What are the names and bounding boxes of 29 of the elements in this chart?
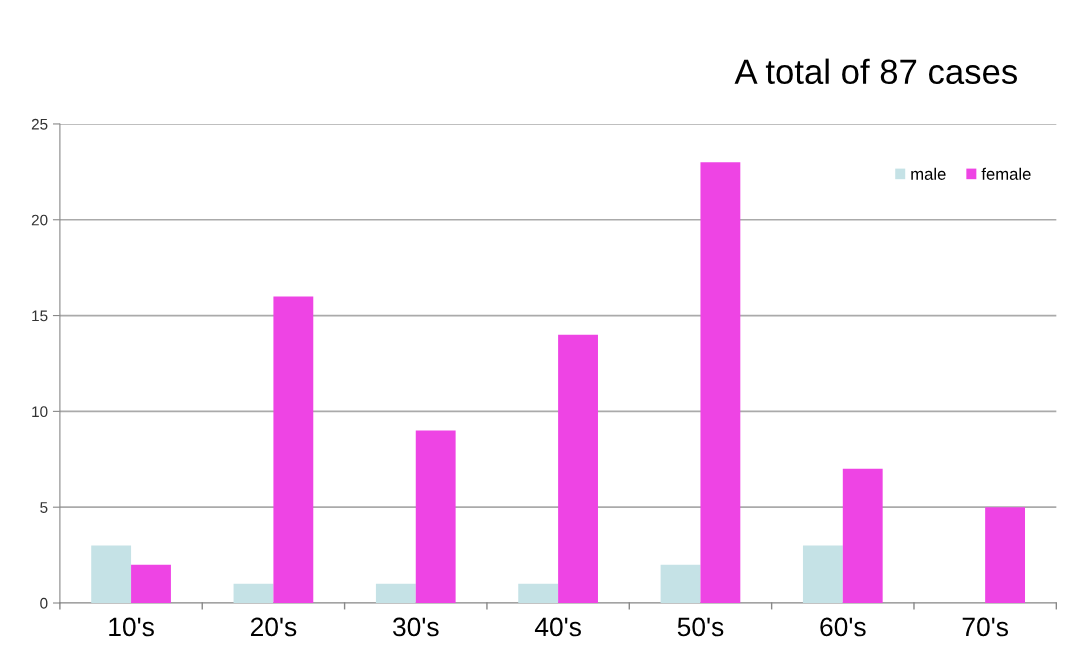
bar [802, 545, 843, 603]
bar [233, 583, 274, 603]
y-tick-label: 5 [40, 502, 48, 513]
chart-title: A total of 87 cases [734, 58, 1017, 85]
bar [273, 296, 314, 603]
x-tick-label: 60's [820, 617, 866, 637]
y-tick-label: 10 [32, 406, 48, 418]
legend-label: male [911, 167, 946, 180]
y-tick-label: 0 [40, 597, 48, 609]
bar [375, 583, 416, 603]
y-tick-label: 25 [31, 118, 48, 130]
y-tick-label: 15 [32, 310, 48, 322]
bar [558, 334, 598, 603]
bar [415, 430, 456, 603]
bar [91, 545, 132, 603]
x-tick-label: 30's [392, 617, 439, 637]
y-tick-label: 20 [31, 214, 48, 226]
bar [985, 507, 1026, 603]
x-tick-label: 10's [109, 617, 154, 637]
x-tick-label: 40's [534, 617, 581, 637]
bar [660, 564, 701, 603]
x-tick-label: 50's [677, 617, 724, 637]
bar [131, 564, 171, 603]
bar [518, 583, 559, 603]
bar [842, 468, 883, 603]
bar [700, 162, 741, 603]
x-tick-label: 20's [250, 617, 297, 637]
legend-label: female [981, 167, 1031, 180]
x-tick-label: 70's [962, 617, 1008, 637]
